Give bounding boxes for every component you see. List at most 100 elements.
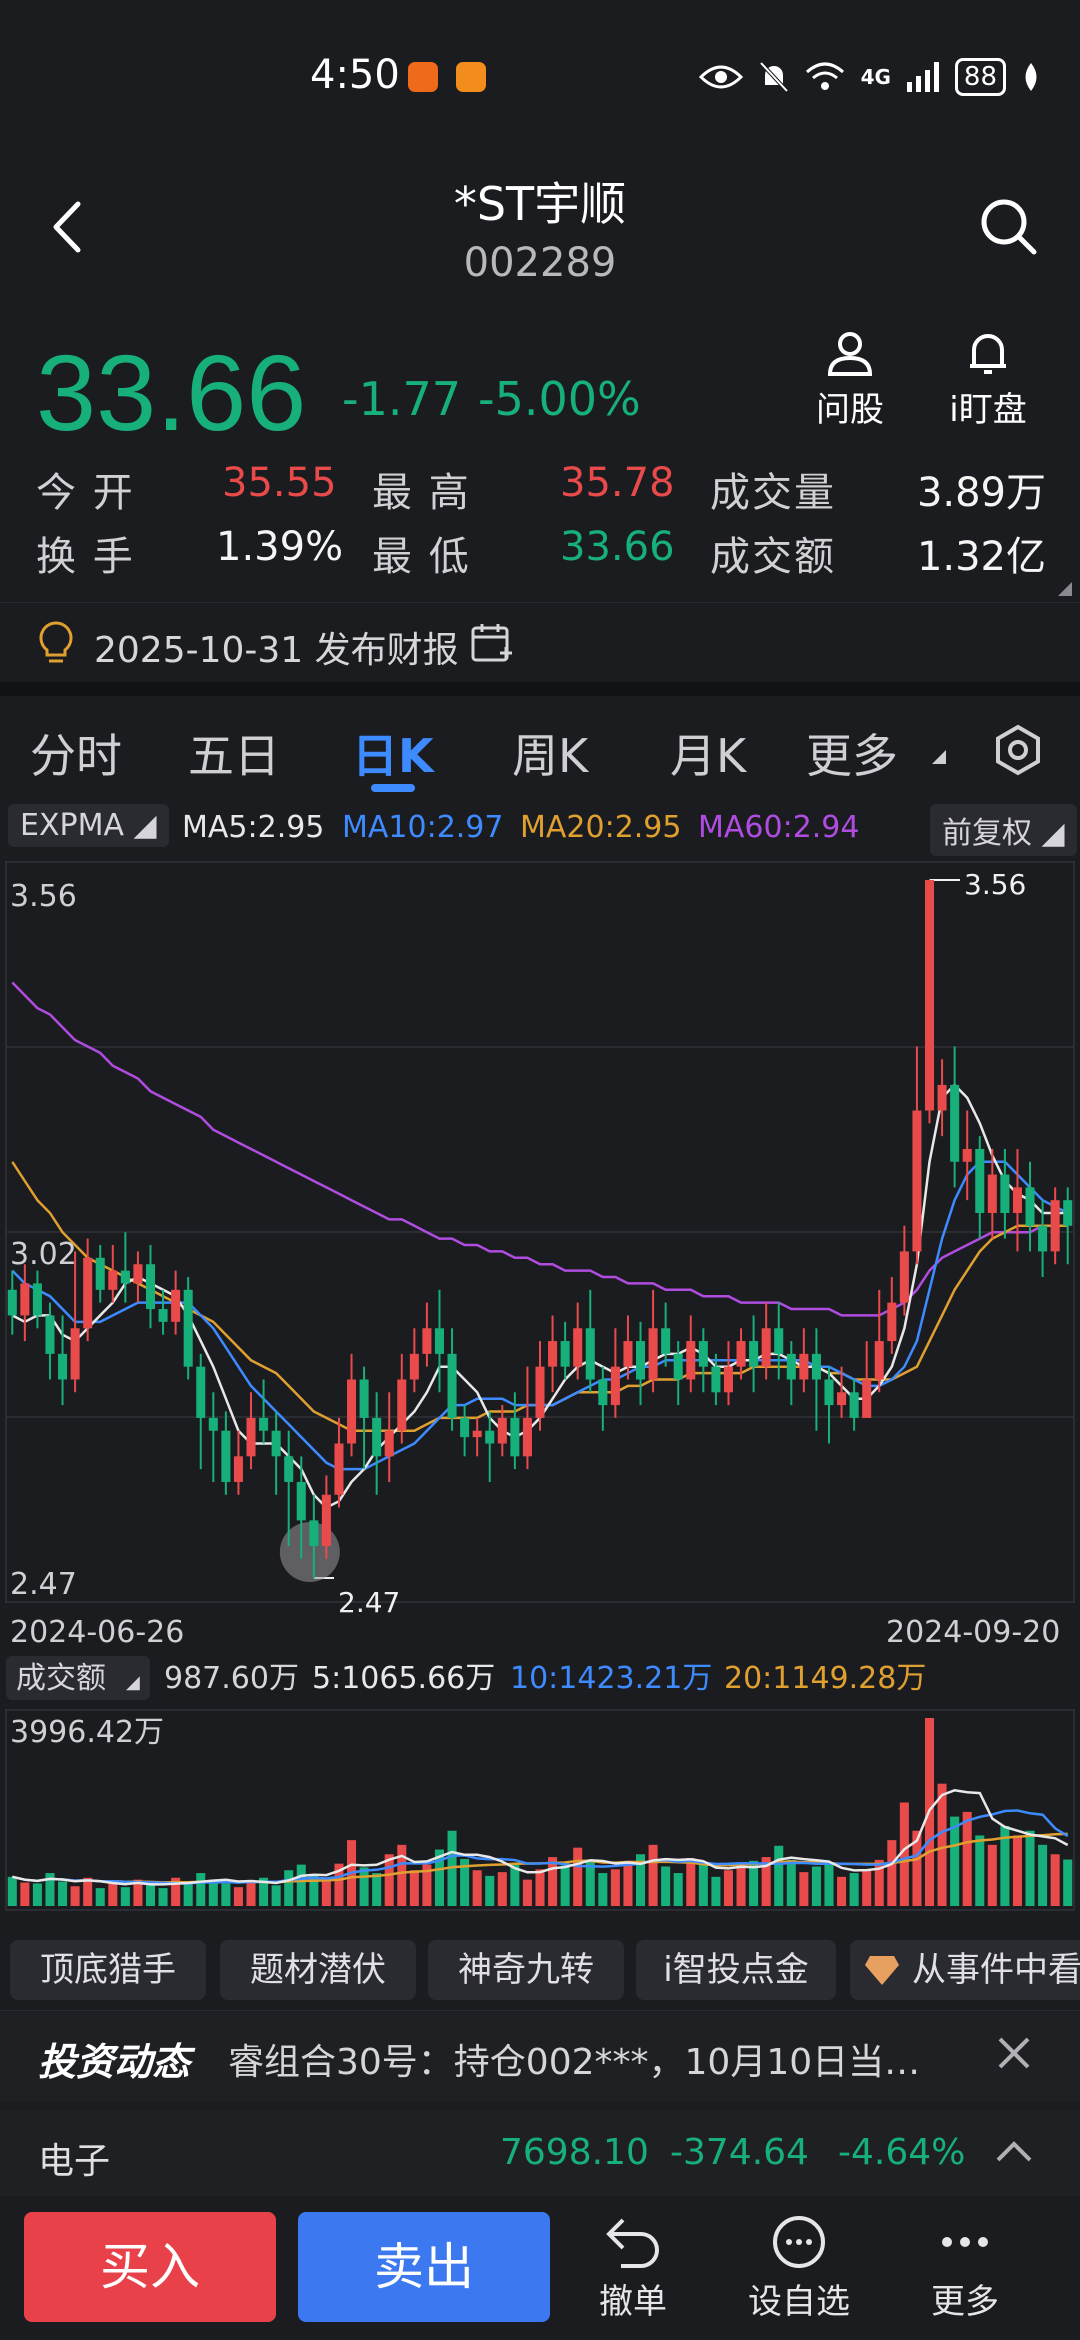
volume-bar [284,1870,294,1906]
candle-body [497,1417,507,1444]
tool-chip-event[interactable]: 从事件中看 [850,1940,1080,2000]
tab-weekly-k[interactable]: 周K [512,729,589,783]
volume-bar [58,1881,68,1906]
volume-bar [259,1877,269,1906]
y-axis-top-label: 3.56 [10,879,77,914]
candle-body [698,1341,708,1367]
volume-label: 成交量 [710,470,836,516]
signal-icon [906,62,939,92]
report-notice[interactable]: 2025-10-31 发布财报 [0,602,1080,682]
tab-intraday[interactable]: 分时 [30,729,122,783]
adjust-selector[interactable]: 前复权 ◢ [930,804,1077,856]
low-label: 最 低 [372,534,471,580]
volume-bar [811,1866,821,1906]
volume-metric-selector[interactable] [6,1656,150,1700]
tab-monthly-k[interactable]: 月K [670,729,747,783]
volume-bar [83,1877,93,1906]
tool-chip[interactable]: 题材潜伏 [220,1940,416,2000]
candle-body [447,1353,457,1418]
volume-bar [962,1811,972,1906]
volume-bar [1025,1830,1035,1906]
watch-button[interactable]: i盯盘 [928,330,1048,431]
candle-body [786,1353,796,1380]
eye-icon [698,65,743,89]
volume-bar [1012,1835,1022,1906]
add-calendar-icon[interactable] [470,621,514,665]
sector-value: 7698.10 [500,2132,649,2173]
candle-body [899,1251,909,1303]
caret-down-icon [932,750,946,764]
news-title: 投资动态 [38,2040,191,2084]
sell-button[interactable]: 卖出 [298,2212,550,2322]
volume-bar [1063,1859,1073,1906]
indicator-selector[interactable]: EXPMA ◢ [8,804,169,847]
chevron-up-icon[interactable] [996,2140,1032,2162]
volume-bar [158,1888,168,1906]
more-button[interactable]: 更多 [900,2214,1030,2323]
kline-chart[interactable]: 3.56 3.02 2.47 3.56 2.47 2024-06-26 2024… [0,856,1080,1936]
buy-button[interactable]: 买入 [24,2212,276,2322]
expand-corner-icon[interactable] [1058,582,1072,596]
candle-body [20,1283,30,1316]
volume-bar [849,1873,859,1906]
tool-chip[interactable]: i智投点金 [636,1940,836,2000]
volume-bar [497,1872,507,1906]
high-label: 最 高 [372,470,471,516]
notice-text: 2025-10-31 发布财报 [94,630,459,671]
add-watchlist-button[interactable]: 设自选 [734,2214,864,2323]
volume-bar [610,1869,620,1906]
candle-body [774,1328,784,1354]
volume-bar [648,1844,658,1906]
volume-ma20: 20:1149.28万 [724,1661,926,1696]
volume-bar [837,1876,847,1906]
candle-body [975,1148,985,1213]
stock-name: *ST宇顺 [453,177,627,231]
tab-five-day[interactable]: 五日 [188,729,280,783]
volume-bar [535,1869,545,1906]
candle-body [183,1289,193,1367]
candle-body [45,1315,55,1354]
close-icon[interactable] [996,2035,1032,2071]
candle-body [397,1379,407,1431]
kline-chart-area[interactable]: 3.56 3.02 2.47 3.56 2.47 2024-06-26 2024… [0,856,1080,1940]
ask-stock-button[interactable]: 问股 [790,330,910,431]
tab-daily-k[interactable]: 日K [352,729,434,783]
tool-chip[interactable]: 顶底猎手 [10,1940,206,2000]
tab-more[interactable]: 更多 [806,729,898,783]
volume-bar [761,1857,771,1906]
volume-bar [522,1879,532,1906]
ma10-value: MA10:2.97 [342,810,504,845]
back-arrow-icon[interactable] [52,200,82,254]
cancel-order-button[interactable]: 撤单 [568,2214,698,2323]
sector-bar[interactable]: 电子 7698.10 -374.64 -4.64% [0,2110,1080,2196]
sector-change-pct: -4.64% [838,2132,966,2173]
candle-body [196,1366,206,1418]
candle-body [560,1341,570,1367]
candle-body [120,1270,130,1284]
candle-body [246,1417,256,1457]
volume-bar [296,1864,306,1906]
candle-body [610,1366,620,1406]
search-icon[interactable] [978,196,1038,256]
news-ticker[interactable]: 投资动态 睿组合30号：持仓002***，10月10日当日… [0,2010,1080,2102]
candle-body [522,1417,532,1457]
candle-body [635,1341,646,1380]
volume-bar [686,1858,696,1906]
volume-value: 3.89万 [916,470,1046,516]
volume-bar [183,1884,193,1906]
watch-label: i盯盘 [949,390,1027,430]
caret-down-icon: ◢ [126,1672,140,1693]
low-marker-label: 2.47 [338,1586,400,1619]
volume-bar [95,1888,105,1906]
settings-icon[interactable] [992,724,1044,776]
volume-bar [975,1835,985,1906]
leaf-icon [1025,63,1037,91]
volume-bar [1000,1826,1010,1906]
volume-bar [635,1854,646,1906]
candle-body [548,1341,558,1367]
volume-bar [384,1854,394,1906]
tool-chip[interactable]: 神奇九转 [428,1940,624,2000]
volume-bar [1038,1844,1048,1906]
ask-stock-label: 问股 [816,390,884,430]
candle-body [661,1328,671,1354]
